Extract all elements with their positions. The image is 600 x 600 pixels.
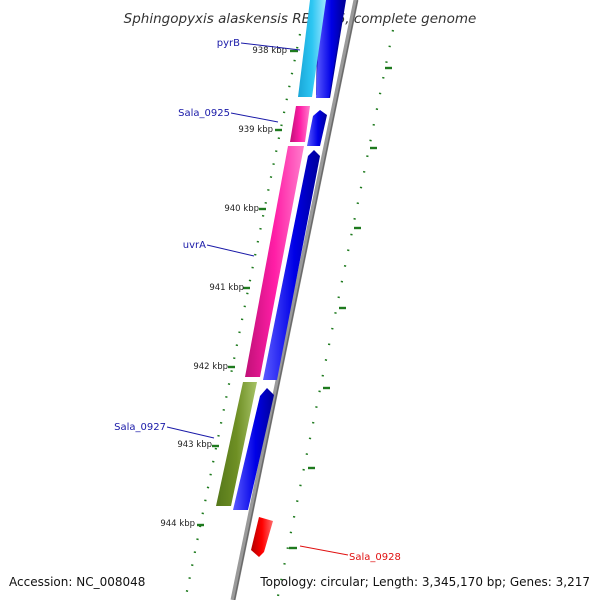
outer-major-ticks	[289, 66, 392, 550]
tick-label-942: 942 kbp	[193, 362, 228, 372]
tick-label-943: 943 kbp	[177, 440, 212, 450]
gene-pyrB-block	[298, 0, 326, 97]
topology-text: Topology: circular; Length: 3,345,170 bp…	[259, 575, 590, 589]
gene-label-Sala_0928[interactable]: Sala_0928	[349, 552, 401, 563]
gene-uvrA-block	[245, 146, 304, 377]
cds-forward-block	[316, 0, 344, 98]
accession-text: Accession: NC_008048	[9, 575, 145, 589]
gene-labels: pyrB Sala_0925 uvrA Sala_0927 Sala_0928	[114, 38, 401, 563]
leader-line	[240, 42, 301, 51]
tick-label-944: 944 kbp	[160, 519, 195, 529]
gene-Sala_0927-block	[216, 382, 257, 506]
gene-label-uvrA[interactable]: uvrA	[183, 240, 206, 251]
map-title: Sphingopyxis alaskensis RB2256, complete…	[124, 11, 477, 27]
genome-backbone	[230, 0, 359, 600]
leader-line	[206, 244, 255, 257]
leader-line	[230, 112, 279, 123]
gene-label-Sala_0925[interactable]: Sala_0925	[178, 108, 230, 119]
outer-ruler	[276, 29, 395, 597]
gene-Sala_0928-block	[251, 517, 273, 557]
cds-forward-arrow	[307, 110, 327, 146]
tick-label-940: 940 kbp	[224, 204, 259, 214]
tick-labels: 938 kbp 939 kbp 940 kbp 941 kbp 942 kbp …	[160, 46, 287, 529]
gene-label-pyrB[interactable]: pyrB	[217, 38, 240, 49]
tick-label-941: 941 kbp	[209, 283, 244, 293]
cds-forward-arrow-lower	[233, 388, 274, 510]
inner-major-ticks	[197, 49, 298, 527]
tick-label-938: 938 kbp	[252, 46, 287, 56]
cds-forward-arrow-long	[263, 150, 320, 380]
leader-line	[166, 426, 215, 439]
genome-backbone-edge	[233, 0, 359, 600]
gene-Sala_0925-block	[290, 106, 310, 142]
leader-line-red	[299, 545, 349, 556]
gene-label-Sala_0927[interactable]: Sala_0927	[114, 422, 166, 433]
tick-label-939: 939 kbp	[238, 125, 273, 135]
